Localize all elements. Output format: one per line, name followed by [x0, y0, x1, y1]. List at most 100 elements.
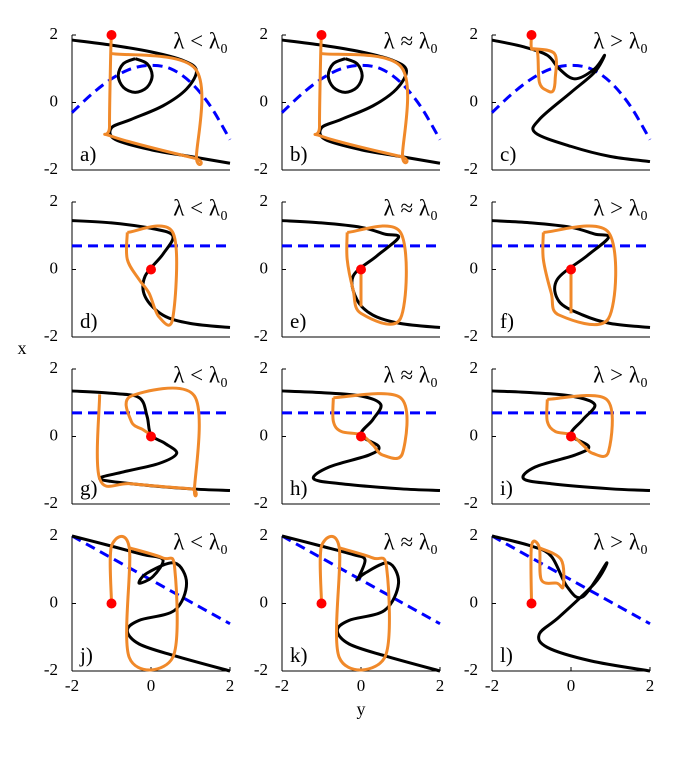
dashed-curve — [71, 534, 231, 626]
x-tick-label: 0 — [147, 676, 156, 695]
curve — [281, 38, 441, 165]
x-tick-label: 0 — [567, 676, 576, 695]
panel-annotation: λ ≈ λ₀ — [384, 529, 438, 554]
y-tick-label: 0 — [260, 592, 269, 611]
panel-annotation: λ ≈ λ₀ — [384, 195, 438, 220]
panel-annotation: λ > λ₀ — [593, 28, 648, 53]
start-point — [356, 431, 366, 442]
y-tick-label: -2 — [464, 660, 478, 679]
y-tick-label: 2 — [260, 358, 269, 377]
panel-annotation: λ > λ₀ — [593, 529, 648, 554]
x-tick-label: -2 — [275, 676, 289, 695]
panel-annotation: λ > λ₀ — [593, 362, 648, 387]
curve — [318, 535, 391, 672]
x-tick-label: 0 — [357, 676, 366, 695]
y-tick-label: 2 — [470, 24, 479, 43]
curve — [345, 224, 408, 326]
curve — [331, 392, 409, 460]
panel-annotation: λ < λ₀ — [173, 195, 228, 220]
y-tick-label: -2 — [44, 660, 58, 679]
dashed-curve — [491, 534, 651, 626]
panel-label: j) — [79, 643, 93, 667]
curve — [541, 224, 618, 327]
panel-label: e) — [290, 309, 306, 333]
x-axis-label: y — [357, 699, 366, 719]
curve — [116, 57, 154, 94]
curve — [529, 539, 566, 604]
curve — [71, 534, 231, 673]
curve — [491, 219, 651, 330]
x-tick-label: -2 — [485, 676, 499, 695]
y-tick-label: 2 — [50, 358, 59, 377]
y-tick-label: 0 — [470, 425, 479, 444]
y-tick-label: 0 — [50, 258, 59, 277]
curve — [313, 34, 410, 165]
panel-annotation: λ < λ₀ — [173, 28, 228, 53]
start-point — [526, 598, 537, 609]
panel-label: g) — [80, 476, 98, 500]
x-tick-label: -2 — [65, 676, 79, 695]
y-tick-label: 2 — [470, 191, 479, 210]
y-tick-label: 2 — [260, 525, 269, 544]
y-tick-label: -2 — [254, 326, 268, 345]
panel-annotation: λ ≈ λ₀ — [384, 28, 438, 53]
curve — [491, 38, 651, 164]
y-tick-label: 0 — [50, 425, 59, 444]
curve — [108, 535, 179, 672]
curve — [529, 34, 558, 94]
curve — [491, 534, 651, 673]
x-tick-label: 2 — [226, 676, 235, 695]
y-tick-label: 2 — [50, 24, 59, 43]
y-tick-label: 2 — [50, 525, 59, 544]
panel-label: h) — [290, 476, 308, 500]
y-tick-label: -2 — [254, 660, 268, 679]
start-point — [566, 431, 576, 442]
y-tick-label: -2 — [254, 493, 268, 512]
start-point — [146, 431, 156, 442]
y-tick-label: 0 — [470, 592, 479, 611]
y-axis-label: x — [18, 338, 27, 358]
curve — [281, 219, 441, 330]
y-tick-label: 0 — [470, 258, 479, 277]
y-tick-label: 0 — [260, 91, 269, 110]
y-tick-label: 0 — [260, 258, 269, 277]
start-point — [106, 30, 117, 40]
dashed-curve — [280, 63, 442, 141]
y-tick-label: -2 — [464, 159, 478, 178]
y-tick-label: -2 — [44, 159, 58, 178]
y-tick-label: 2 — [470, 358, 479, 377]
curve — [281, 534, 441, 673]
curve — [326, 57, 364, 94]
panel-label: f) — [500, 309, 514, 333]
y-tick-label: -2 — [464, 326, 478, 345]
start-point — [356, 264, 366, 275]
dashed-curve — [490, 63, 652, 141]
x-tick-label: 2 — [646, 676, 655, 695]
start-point — [316, 598, 327, 609]
panel-annotation: λ < λ₀ — [173, 362, 228, 387]
y-tick-label: 0 — [50, 592, 59, 611]
y-tick-label: 2 — [470, 525, 479, 544]
y-tick-label: -2 — [44, 493, 58, 512]
panel-label: b) — [290, 142, 308, 166]
panel-label: c) — [500, 142, 516, 166]
y-tick-label: -2 — [254, 159, 268, 178]
start-point — [146, 264, 156, 275]
curve — [71, 38, 231, 165]
start-point — [106, 598, 117, 609]
y-tick-label: -2 — [44, 326, 58, 345]
y-tick-label: 0 — [260, 425, 269, 444]
curve — [95, 386, 201, 498]
curve — [103, 34, 204, 166]
y-tick-label: 2 — [260, 24, 269, 43]
y-tick-label: 0 — [470, 91, 479, 110]
dashed-curve — [281, 534, 441, 626]
panel-label: d) — [80, 309, 98, 333]
start-point — [316, 30, 327, 40]
panel-label: k) — [290, 643, 308, 667]
panel-label: a) — [80, 142, 96, 166]
panel-label: l) — [500, 643, 513, 667]
start-point — [526, 30, 537, 40]
curve — [545, 394, 614, 458]
